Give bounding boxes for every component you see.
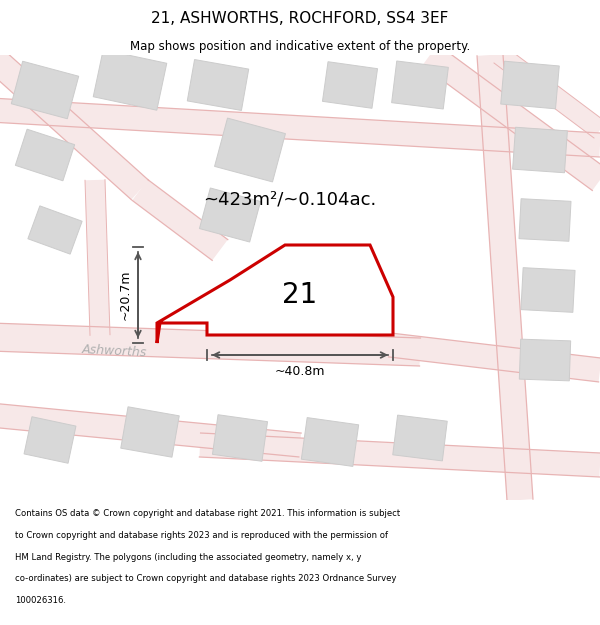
Polygon shape xyxy=(157,245,393,343)
Polygon shape xyxy=(501,61,559,109)
Polygon shape xyxy=(0,98,600,157)
Polygon shape xyxy=(389,333,600,382)
Polygon shape xyxy=(322,62,377,108)
Polygon shape xyxy=(301,418,359,466)
Polygon shape xyxy=(187,59,249,111)
Polygon shape xyxy=(28,206,82,254)
Text: 100026316.: 100026316. xyxy=(15,596,66,605)
Text: Contains OS data © Crown copyright and database right 2021. This information is : Contains OS data © Crown copyright and d… xyxy=(15,509,400,518)
Text: Ashworths: Ashworths xyxy=(82,342,148,359)
Polygon shape xyxy=(392,61,448,109)
Polygon shape xyxy=(422,44,600,191)
Polygon shape xyxy=(494,47,600,138)
Polygon shape xyxy=(0,403,301,457)
Polygon shape xyxy=(393,415,447,461)
Text: 21: 21 xyxy=(283,281,317,309)
Polygon shape xyxy=(519,199,571,241)
Polygon shape xyxy=(521,268,575,312)
Text: ~40.8m: ~40.8m xyxy=(275,365,325,378)
Polygon shape xyxy=(24,417,76,463)
Polygon shape xyxy=(199,433,600,477)
Polygon shape xyxy=(0,46,149,199)
Polygon shape xyxy=(215,118,286,182)
Text: Map shows position and indicative extent of the property.: Map shows position and indicative extent… xyxy=(130,39,470,52)
Polygon shape xyxy=(512,127,568,172)
Polygon shape xyxy=(0,323,421,366)
Polygon shape xyxy=(199,188,260,242)
Text: 21, ASHWORTHS, ROCHFORD, SS4 3EF: 21, ASHWORTHS, ROCHFORD, SS4 3EF xyxy=(151,11,449,26)
Polygon shape xyxy=(520,339,571,381)
Polygon shape xyxy=(85,179,110,336)
Polygon shape xyxy=(93,50,167,110)
Polygon shape xyxy=(16,129,74,181)
Polygon shape xyxy=(121,407,179,458)
Polygon shape xyxy=(477,54,533,501)
Text: co-ordinates) are subject to Crown copyright and database rights 2023 Ordnance S: co-ordinates) are subject to Crown copyr… xyxy=(15,574,397,583)
Text: ~20.7m: ~20.7m xyxy=(119,270,132,320)
Polygon shape xyxy=(212,415,268,461)
Text: to Crown copyright and database rights 2023 and is reproduced with the permissio: to Crown copyright and database rights 2… xyxy=(15,531,388,539)
Polygon shape xyxy=(132,179,228,261)
Text: HM Land Registry. The polygons (including the associated geometry, namely x, y: HM Land Registry. The polygons (includin… xyxy=(15,552,361,561)
Text: ~423m²/~0.104ac.: ~423m²/~0.104ac. xyxy=(203,191,377,209)
Polygon shape xyxy=(11,61,79,119)
